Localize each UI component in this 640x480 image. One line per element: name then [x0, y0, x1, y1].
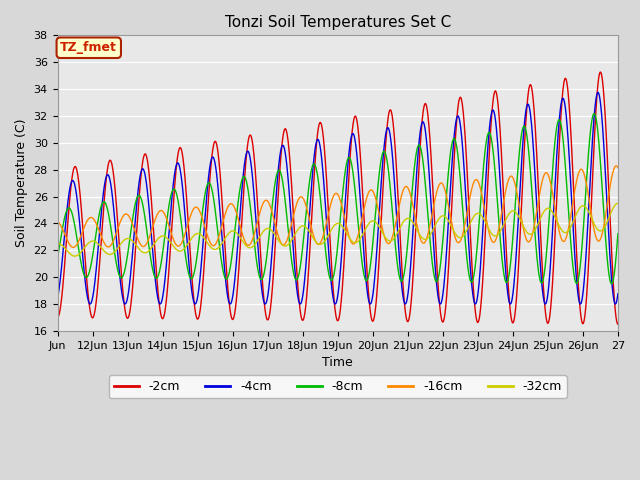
X-axis label: Time: Time [323, 356, 353, 369]
-16cm [614, 165, 621, 170]
-2cm [543, 317, 550, 323]
-4cm [54, 295, 61, 301]
-32cm [118, 240, 125, 246]
-4cm [293, 286, 301, 291]
-2cm [118, 272, 125, 277]
Legend: -2cm, -4cm, -8cm, -16cm, -32cm: -2cm, -4cm, -8cm, -16cm, -32cm [109, 375, 567, 398]
-16cm [69, 244, 77, 250]
-8cm [293, 277, 301, 283]
-8cm [614, 231, 621, 237]
-16cm [54, 218, 61, 224]
-8cm [590, 110, 598, 116]
-4cm [151, 271, 159, 276]
-16cm [612, 163, 620, 168]
Title: Tonzi Soil Temperatures Set C: Tonzi Soil Temperatures Set C [225, 15, 451, 30]
-8cm [151, 274, 159, 279]
-32cm [151, 240, 159, 246]
-2cm [54, 314, 61, 320]
-8cm [608, 281, 616, 287]
-4cm [594, 90, 602, 96]
-16cm [151, 217, 159, 223]
-2cm [151, 245, 159, 251]
Text: TZ_fmet: TZ_fmet [60, 41, 117, 54]
-4cm [614, 291, 621, 297]
-8cm [603, 254, 611, 260]
-32cm [543, 206, 550, 212]
-2cm [614, 321, 621, 327]
-32cm [54, 240, 61, 246]
-4cm [118, 287, 125, 293]
-2cm [596, 69, 604, 75]
-4cm [543, 299, 550, 304]
Line: -16cm: -16cm [58, 166, 618, 247]
-4cm [541, 301, 549, 307]
-32cm [71, 253, 79, 259]
-2cm [293, 267, 301, 273]
Line: -2cm: -2cm [58, 72, 618, 324]
-16cm [543, 170, 550, 176]
-8cm [269, 201, 276, 207]
-8cm [54, 255, 61, 261]
-32cm [603, 219, 611, 225]
-32cm [614, 200, 621, 206]
-16cm [269, 211, 276, 217]
Y-axis label: Soil Temperature (C): Soil Temperature (C) [15, 119, 28, 247]
-32cm [293, 228, 301, 234]
-8cm [118, 275, 125, 281]
-16cm [293, 200, 301, 206]
-2cm [269, 285, 276, 291]
-8cm [543, 250, 550, 256]
-4cm [604, 205, 611, 211]
-32cm [269, 228, 276, 234]
-16cm [603, 203, 611, 209]
-16cm [118, 216, 125, 222]
Line: -4cm: -4cm [58, 93, 618, 304]
-2cm [603, 148, 611, 154]
Line: -8cm: -8cm [58, 113, 618, 284]
-4cm [269, 244, 276, 250]
Line: -32cm: -32cm [58, 203, 618, 256]
